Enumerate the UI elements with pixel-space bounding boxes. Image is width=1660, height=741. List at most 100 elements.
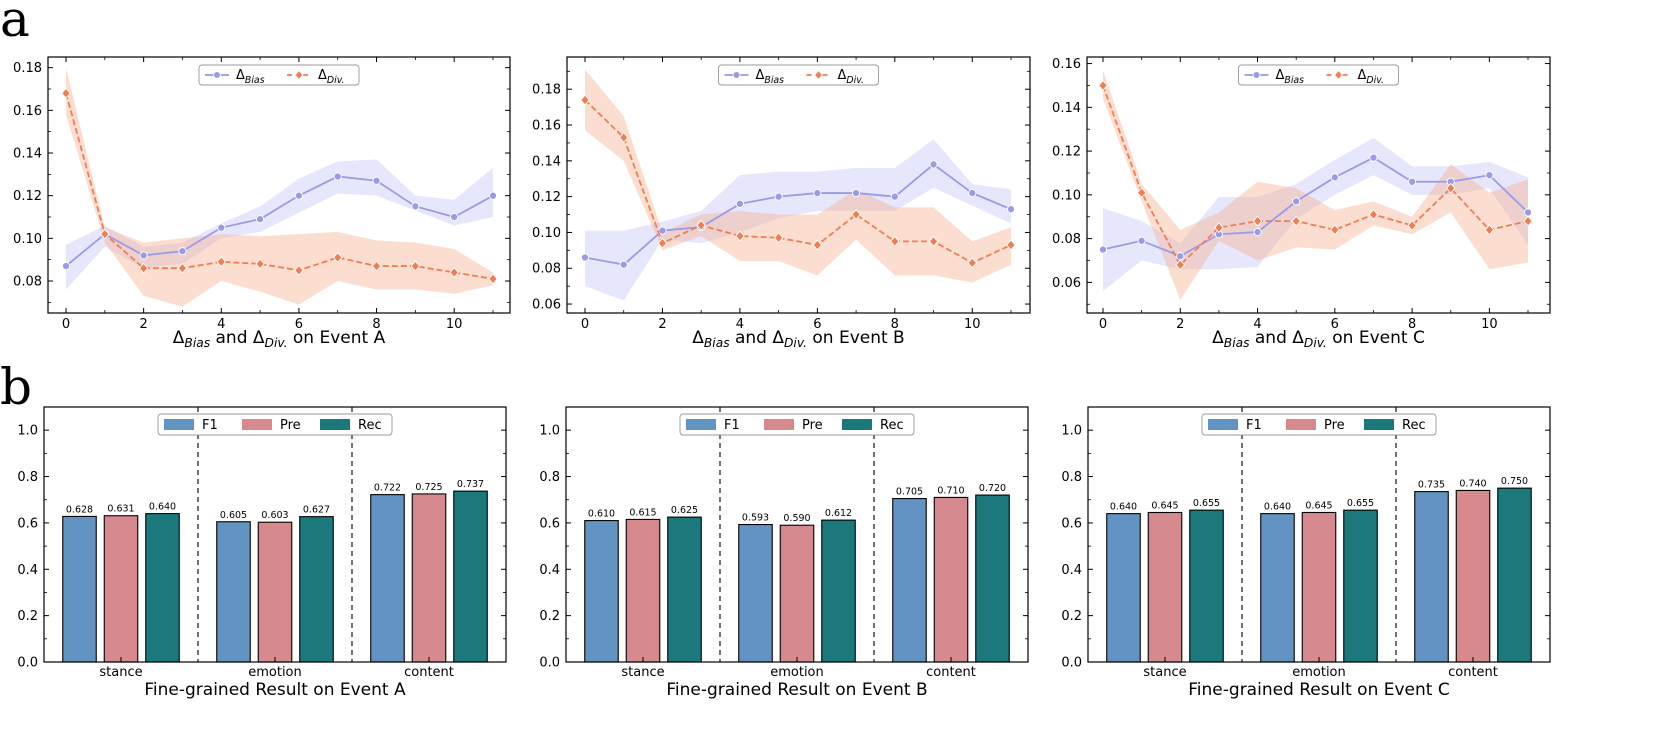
legend-box (1238, 64, 1399, 86)
bar-value-label: 0.640 (149, 502, 176, 513)
bar-value-label: 0.645 (1151, 500, 1178, 511)
bar-value-label: 0.722 (374, 483, 401, 494)
y-tick-label: 0.16 (532, 119, 561, 134)
y-tick-label: 0.12 (532, 190, 561, 205)
bar-value-label: 0.720 (979, 483, 1006, 494)
bar-value-label: 0.610 (588, 509, 615, 520)
bar-rec-emotion (299, 516, 334, 663)
y-tick-label: 0.18 (532, 83, 561, 98)
bar-value-label: 0.655 (1193, 498, 1220, 509)
bar-pre-emotion (1301, 511, 1337, 663)
legend-label-bias: ΔBias (756, 68, 785, 86)
line-chart-event-a: 0.08 0.10 0.12 0.14 0.16 0.18 0 2 4 6 8 10 ΔBias and… (13, 56, 511, 350)
x-tick-label: 6 (1331, 317, 1339, 332)
marker-bias-point (929, 160, 938, 169)
legend-label-rec: Rec (880, 418, 904, 433)
bar-value-label: 0.625 (671, 505, 698, 516)
marker-div-point (890, 235, 900, 247)
marker-bias-point (852, 189, 861, 198)
x-tick-label: 4 (736, 317, 744, 332)
marker-bias-point (1369, 153, 1378, 162)
y-tick-label: 0.2 (17, 609, 38, 624)
bar-rec-content (1497, 487, 1532, 663)
marker-bias-point (1137, 236, 1146, 245)
marker-div-point (773, 232, 784, 244)
y-tick-label: 0.6 (1061, 516, 1082, 531)
panel-label-b: b (0, 358, 33, 416)
legend-swatch-pre (1286, 419, 1316, 430)
marker-div-point (177, 262, 188, 274)
bar-value-label: 0.593 (742, 513, 769, 524)
legend-swatch-f1 (686, 419, 716, 430)
marker-bias-point (178, 247, 187, 256)
bar-value-label: 0.710 (937, 485, 964, 496)
marker-div-point (371, 260, 382, 272)
x-tick-label: 8 (1408, 317, 1416, 332)
y-tick-label: 0.14 (1052, 101, 1081, 116)
marker-div-point (410, 260, 421, 272)
axes-frame (566, 56, 1031, 314)
marker-bias-point (619, 260, 628, 269)
line-chart-event-c: 0.06 0.08 0.10 0.12 0.14 0.16 0 2 4 6 8 10 ΔBias and… (1052, 56, 1551, 350)
bar-pre-stance (1147, 511, 1183, 663)
marker-bias-point (61, 262, 71, 271)
x-tick-label: 2 (658, 317, 666, 332)
bar-value-label: 0.725 (415, 482, 442, 493)
category-label: content (926, 665, 976, 680)
x-tick-label: 0 (581, 317, 589, 332)
bar-value-label: 0.631 (107, 504, 134, 515)
marker-div-point (1407, 219, 1417, 231)
axes-frame (47, 56, 511, 314)
y-tick-label: 0.0 (1061, 656, 1082, 671)
bar-chart-event-b: 0.610 0.615 0.625 stance 0.593 0.590 0.612 emot… (539, 406, 1029, 700)
marker-bias-point (1485, 171, 1494, 180)
marker-div-point (851, 209, 861, 221)
marker-div-point (138, 262, 149, 274)
bar-value-label: 0.640 (1264, 502, 1291, 513)
marker-bias-point (450, 212, 459, 222)
x-tick-label: 8 (891, 317, 899, 332)
bar-f1-stance (584, 520, 619, 663)
marker-bias-point (411, 202, 420, 211)
marker-bias-point (1006, 205, 1016, 214)
legend-swatch-f1 (1208, 419, 1238, 430)
y-tick-label: 0.4 (1061, 563, 1082, 578)
marker-bias-point (735, 199, 744, 208)
legend-swatch-pre (764, 419, 794, 430)
marker-div-point (488, 273, 498, 285)
bar-value-label: 0.605 (220, 510, 247, 521)
legend-marker-bias (213, 71, 221, 79)
legend-label-f1: F1 (202, 418, 218, 433)
x-tick-label: 2 (139, 317, 147, 332)
line-chart-event-b: 0.06 0.08 0.10 0.12 0.14 0.16 0.18 0 2 4 6 8 10 ΔBias… (532, 56, 1031, 350)
x-axis-title: Fine-grained Result on Event C (1188, 680, 1449, 700)
y-tick-label: 0.12 (13, 189, 42, 204)
marker-div-point (1523, 215, 1533, 227)
bar-pre-emotion (257, 521, 293, 663)
marker-bias-point (256, 215, 265, 224)
y-tick-label: 0.4 (17, 563, 38, 578)
legend-swatch-rec (320, 419, 350, 430)
category-label: emotion (1292, 665, 1346, 680)
bar-rec-stance (667, 516, 702, 663)
x-tick-label: 0 (1099, 317, 1107, 332)
x-tick-label: 10 (964, 317, 981, 332)
bar-rec-content (453, 490, 488, 663)
y-tick-label: 0.14 (532, 154, 561, 169)
bar-pre-stance (625, 518, 661, 663)
category-label: stance (621, 665, 664, 680)
legend-marker-bias (732, 71, 741, 79)
marker-div-point (1330, 224, 1340, 236)
bar-value-label: 0.740 (1459, 478, 1486, 489)
bar-chart-event-c: 0.640 0.645 0.655 stance 0.640 0.645 0.655 emot… (1061, 406, 1551, 700)
bar-value-label: 0.628 (66, 504, 93, 515)
legend-label-f1: F1 (1246, 418, 1262, 433)
marker-div-point (1136, 187, 1147, 199)
x-tick-label: 6 (813, 317, 821, 332)
marker-bias-point (658, 226, 667, 235)
x-tick-label: 4 (1253, 317, 1261, 332)
x-tick-label: 10 (1481, 317, 1498, 332)
legend-marker-div (1334, 69, 1343, 81)
legend-label-div: ΔDiv. (318, 68, 344, 86)
